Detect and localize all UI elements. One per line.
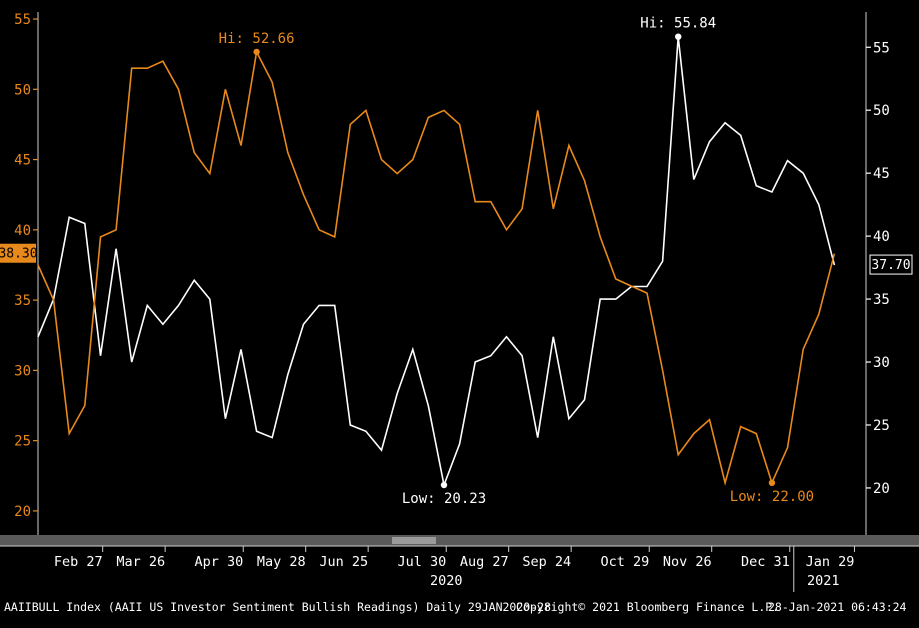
footer-ticker: AAIIBULL Index (AAII US Investor Sentime… bbox=[4, 600, 551, 614]
left-tick-label: 30 bbox=[14, 363, 31, 379]
x-tick-label: Jul 30 bbox=[397, 554, 446, 570]
x-year-label: 2020 bbox=[430, 573, 463, 589]
x-tick-label: Nov 26 bbox=[663, 554, 712, 570]
x-tick-label: Apr 30 bbox=[194, 554, 243, 570]
time-scrollbar bbox=[0, 535, 919, 546]
right-tick-label: 50 bbox=[873, 103, 890, 119]
right-tick-label: 25 bbox=[873, 418, 890, 434]
right-tick-label: 55 bbox=[873, 40, 890, 56]
extreme-point-marker bbox=[768, 479, 776, 487]
series-line-0 bbox=[37, 36, 836, 488]
right-tick-label: 30 bbox=[873, 355, 890, 371]
x-tick-label: Feb 27 bbox=[54, 554, 103, 570]
left-tick-label: 45 bbox=[14, 153, 31, 169]
x-tick-label: Dec 31 bbox=[741, 554, 790, 570]
left-last-value-text: 38.30 bbox=[0, 247, 38, 262]
right-last-value-text: 37.70 bbox=[871, 258, 910, 273]
x-tick-label: Jan 29 bbox=[806, 554, 855, 570]
footer-bar: AAIIBULL Index (AAII US Investor Sentime… bbox=[0, 596, 919, 628]
time-scrollbar-thumb bbox=[392, 537, 436, 544]
left-tick-label: 55 bbox=[14, 12, 31, 28]
left-tick-label: 25 bbox=[14, 434, 31, 450]
x-year-label: 2021 bbox=[807, 573, 840, 589]
extreme-point-marker bbox=[675, 33, 682, 40]
right-tick-label: 40 bbox=[873, 229, 890, 245]
extreme-point-marker bbox=[253, 48, 260, 56]
footer-timestamp: 28-Jan-2021 06:43:24 bbox=[768, 600, 907, 614]
right-tick-label: 20 bbox=[873, 481, 890, 497]
extreme-point-label: Low: 22.00 bbox=[730, 489, 814, 505]
x-tick-label: Oct 29 bbox=[600, 554, 649, 570]
x-tick-label: Jun 25 bbox=[319, 554, 368, 570]
left-last-value-badge bbox=[0, 243, 36, 263]
right-tick-label: 45 bbox=[873, 166, 890, 182]
left-tick-label: 35 bbox=[14, 293, 31, 309]
extreme-point-label: Low: 20.23 bbox=[402, 491, 486, 507]
extreme-point-label: Hi: 52.66 bbox=[219, 31, 295, 47]
x-tick-label: May 28 bbox=[257, 554, 306, 570]
x-tick-label: Mar 26 bbox=[116, 554, 165, 570]
extreme-point-label: Hi: 55.84 bbox=[640, 16, 716, 32]
x-tick-label: Aug 27 bbox=[460, 554, 509, 570]
left-tick-label: 20 bbox=[14, 504, 31, 520]
footer-copyright: Copyright© 2021 Bloomberg Finance L.P. bbox=[516, 600, 780, 614]
series-line-1 bbox=[37, 49, 836, 486]
right-last-value-badge bbox=[869, 254, 913, 275]
right-tick-label: 35 bbox=[873, 292, 890, 308]
extreme-point-marker bbox=[440, 481, 448, 489]
left-tick-label: 40 bbox=[14, 223, 31, 239]
left-tick-label: 50 bbox=[14, 82, 31, 98]
x-tick-label: Sep 24 bbox=[522, 554, 571, 570]
